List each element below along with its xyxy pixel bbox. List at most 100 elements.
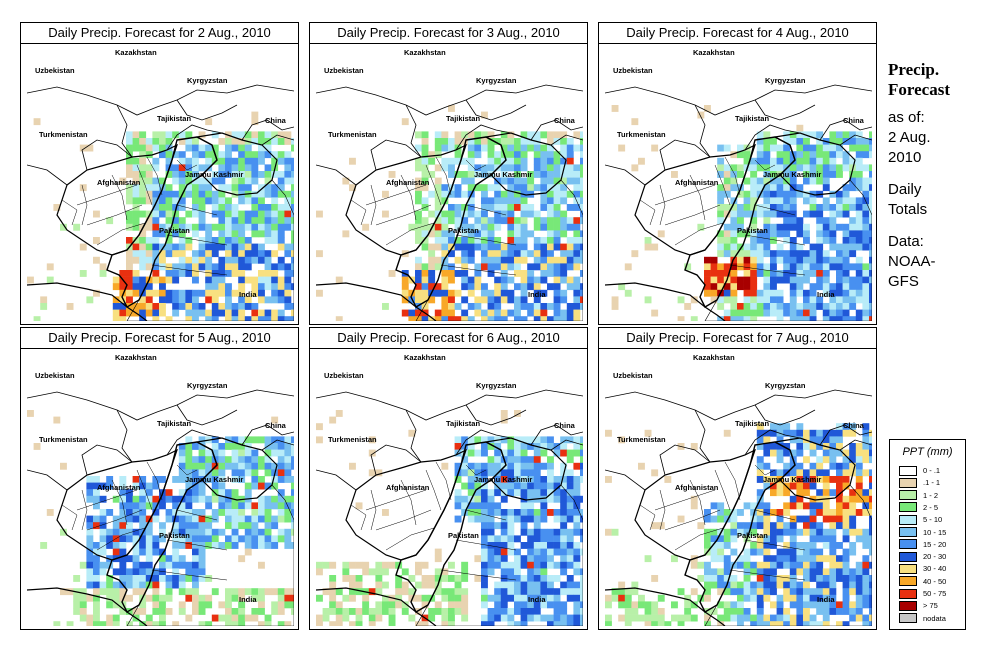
precip-cell: [573, 217, 581, 225]
precip-cell: [553, 594, 561, 602]
precip-cell: [580, 289, 583, 297]
precip-cell: [316, 436, 323, 444]
precip-cell: [225, 608, 232, 615]
precip-cell: [770, 535, 777, 543]
precip-cell: [862, 469, 870, 477]
precip-cell: [770, 588, 777, 596]
precip-cell: [869, 303, 872, 310]
precip-cell: [822, 575, 830, 582]
precip-cell: [132, 190, 140, 198]
precip-cell: [756, 263, 764, 271]
precip-cell: [112, 495, 120, 503]
precip-cell: [730, 515, 738, 523]
precip-cell: [481, 309, 488, 317]
precip-cell: [112, 296, 120, 304]
precip-cell: [816, 575, 824, 582]
precip-cell: [421, 131, 429, 139]
precip-cell: [218, 456, 226, 464]
precip-cell: [258, 243, 265, 251]
precip-cell: [198, 197, 206, 205]
precip-cell: [145, 528, 153, 536]
precip-cell: [145, 568, 153, 576]
precip-cell: [723, 171, 731, 178]
precip-cell: [126, 309, 133, 317]
precip-cell: [434, 217, 442, 225]
precip-cell: [342, 568, 350, 576]
province-border: [754, 464, 776, 476]
precip-cell: [520, 230, 528, 238]
precip-cell: [842, 237, 850, 244]
precip-cell: [849, 575, 857, 582]
precip-cell: [514, 283, 521, 291]
precip-cell: [849, 429, 857, 437]
precip-cell: [710, 502, 718, 510]
precip-cell: [244, 535, 252, 543]
precip-cell: [205, 283, 213, 291]
precip-cell: [730, 522, 738, 530]
precip-cell: [783, 555, 791, 563]
precip-cell: [527, 581, 535, 589]
precip-cell: [258, 276, 265, 284]
precip-cell: [271, 204, 279, 211]
precip-cell: [225, 144, 232, 152]
precip-cell: [803, 548, 810, 556]
precip-cell: [421, 230, 429, 238]
precip-cell: [291, 171, 294, 178]
precip-cell: [291, 303, 294, 310]
precip-cell: [192, 210, 199, 218]
precip-cell: [421, 157, 429, 165]
precip-cell: [750, 289, 758, 297]
precip-cell: [553, 614, 561, 622]
precip-cell: [139, 210, 147, 218]
precip-cell: [704, 588, 711, 596]
precip-cell: [231, 608, 239, 615]
precip-cell: [756, 502, 764, 510]
precip-cell: [225, 184, 232, 192]
precip-cell: [231, 144, 239, 152]
precip-cell: [329, 575, 337, 582]
precip-cell: [205, 476, 213, 483]
precip-cell: [855, 594, 863, 602]
precip-cell: [869, 476, 872, 483]
precip-cell: [849, 568, 857, 576]
precip-cell: [737, 243, 744, 251]
precip-cell: [461, 568, 469, 576]
precip-cell: [553, 309, 561, 317]
india-border: [704, 479, 872, 626]
precip-cell: [789, 197, 797, 205]
precip-cell: [796, 568, 804, 576]
precip-cell: [631, 118, 639, 126]
precip-cell: [145, 594, 153, 602]
precip-cell: [533, 276, 541, 284]
precip-cell: [540, 476, 548, 483]
precip-cell: [244, 303, 252, 310]
precip-cell: [218, 210, 226, 218]
precip-cell: [869, 429, 872, 437]
precip-cell: [803, 568, 810, 576]
precip-cell: [395, 581, 403, 589]
precip-cell: [73, 608, 81, 615]
precip-cell: [560, 250, 568, 258]
precip-cell: [796, 223, 804, 231]
precip-cell: [862, 449, 870, 457]
precip-cell: [743, 296, 751, 304]
precip-cell: [862, 289, 870, 297]
precip-cell: [159, 502, 166, 510]
precip-cell: [481, 171, 488, 178]
precip-cell: [862, 316, 870, 321]
precip-cell: [750, 588, 758, 596]
precip-cell: [869, 171, 872, 178]
country-border: [370, 139, 422, 171]
precip-cell: [520, 561, 528, 569]
precip-cell: [448, 243, 455, 251]
precip-cell: [580, 469, 583, 477]
precip-cell: [185, 594, 193, 602]
precip-cell: [717, 230, 725, 238]
precip-cell: [264, 296, 272, 304]
precip-cell: [244, 250, 252, 258]
country-border: [116, 409, 133, 463]
precip-cell: [244, 164, 252, 172]
precip-cell: [573, 164, 581, 172]
precip-cell: [93, 256, 100, 264]
precip-cell: [770, 296, 777, 304]
